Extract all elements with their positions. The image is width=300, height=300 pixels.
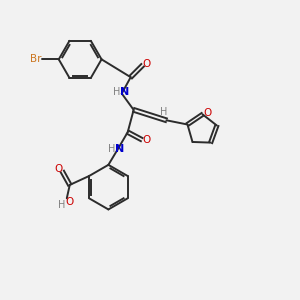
Text: O: O: [55, 164, 63, 174]
Text: O: O: [204, 108, 212, 118]
Text: Br: Br: [30, 54, 42, 64]
Text: H: H: [58, 200, 65, 210]
Text: N: N: [115, 143, 124, 154]
Text: O: O: [142, 135, 150, 145]
Text: H: H: [108, 143, 116, 154]
Text: N: N: [119, 87, 129, 97]
Text: H: H: [160, 107, 167, 117]
Text: O: O: [65, 197, 73, 207]
Text: H: H: [113, 87, 120, 97]
Text: O: O: [142, 59, 150, 69]
